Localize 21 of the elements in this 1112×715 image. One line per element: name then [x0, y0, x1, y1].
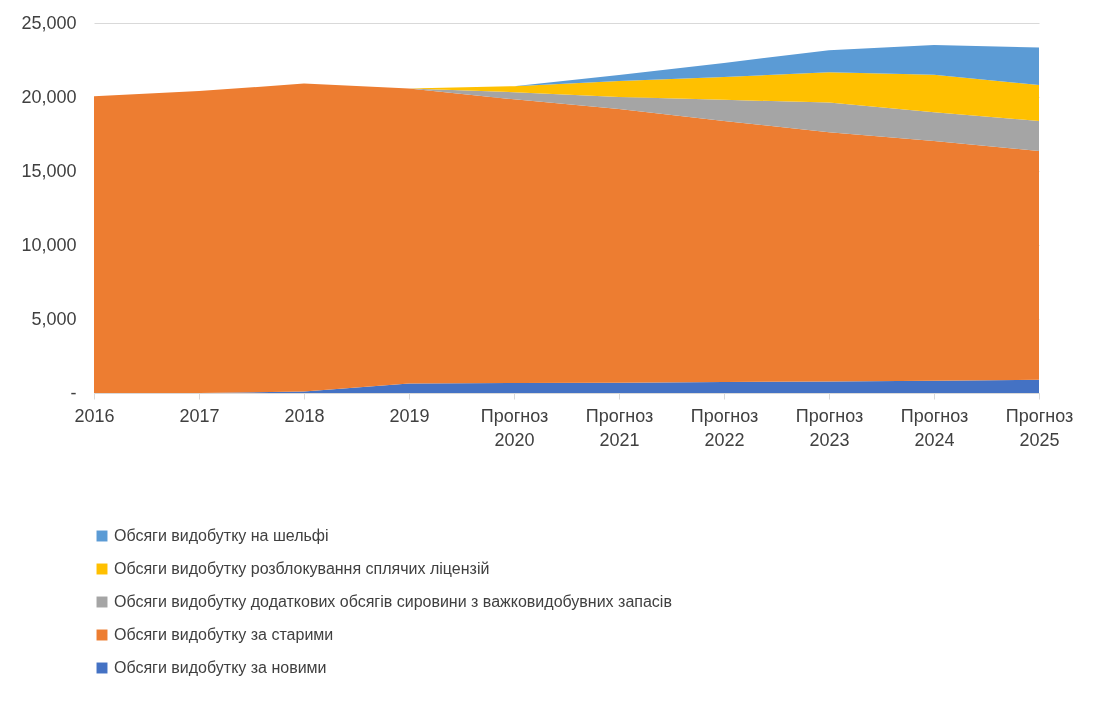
x-tick-label: Прогноз 2021: [585, 405, 654, 450]
y-tick-label: -: [70, 382, 77, 403]
x-tick-label: Прогноз 2023: [795, 405, 864, 450]
y-tick-label: 5,000: [31, 308, 77, 329]
legend-label: Обсяги видобутку розблокування сплячих ліцензій: [114, 560, 490, 577]
legend-label: Обсяги видобутку за новими: [114, 659, 327, 676]
x-tick-label: Прогноз 2025: [1005, 405, 1074, 450]
x-tick-label: Прогноз 2024: [900, 405, 969, 450]
y-tick-label: 15,000: [21, 160, 77, 181]
x-tick-label: 2016: [74, 405, 115, 426]
legend-label: Обсяги видобутку додаткових обсягів сировини з важковидобувних запасів: [114, 593, 672, 610]
x-tick-label: Прогноз 2020: [480, 405, 549, 450]
legend-label: Обсяги видобутку за старими: [114, 626, 334, 643]
x-tick-label: 2018: [284, 405, 325, 426]
y-tick-label: 20,000: [21, 86, 77, 107]
y-tick-label: 10,000: [21, 234, 77, 255]
x-tick-label: 2017: [179, 405, 220, 426]
y-tick-label: 25,000: [21, 12, 77, 33]
x-tick-label: Прогноз 2022: [690, 405, 759, 450]
x-tick-label: 2019: [389, 405, 430, 426]
legend-label: Обсяги видобутку на шельфі: [114, 527, 329, 544]
